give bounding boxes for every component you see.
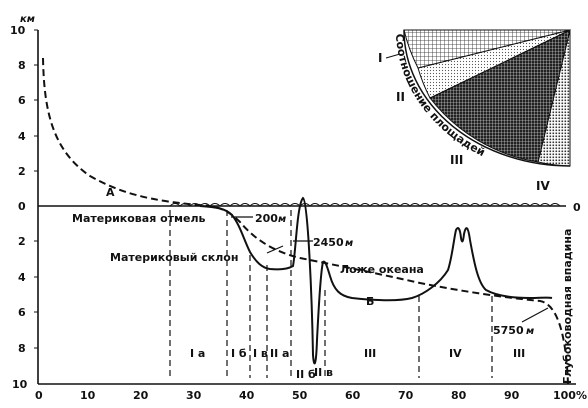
zone-label: I б [231,347,247,360]
zone-label: I в [253,347,268,360]
hypsographic-curve-a [42,57,569,385]
y-tick-label: 10 [12,378,28,391]
inset-outer-arc [403,29,571,167]
y-tick-label: 10 [10,24,26,37]
depth-200-label: 200 [255,212,278,225]
depth-2450-unit: м [345,238,353,249]
x-tick-label: 50 [292,389,308,402]
curve-a-label: А [106,186,115,199]
right-zero-label: 0 [573,201,581,214]
shelf-label: Материковая отмель [72,212,206,225]
x-ticks: 0 10 20 30 40 50 60 70 80 90 100 % [35,389,587,402]
x-tick-label: 60 [345,389,361,402]
trench-label: Глубоководная впадина [561,229,574,384]
zone-label: I а [190,347,205,360]
depth-2450-label: 2450 [313,236,344,249]
depth-200-unit: м [278,214,286,225]
inset-sector-label: IV [536,179,550,193]
y-unit-label: км [20,14,35,25]
actual-relief-curve-b [199,196,553,365]
x-tick-label: 80 [451,389,467,402]
depth-5750-label: 5750 [493,324,524,337]
y-ticks-below: 2 4 6 8 10 [12,235,38,391]
zone-labels: I а I б I в II а II б II в III IV III [190,347,525,381]
sea-surface-waves [169,203,561,207]
y-tick-label: 2 [18,235,26,248]
x-tick-label: 100 [553,389,576,402]
zone-label: II а [270,347,289,360]
x-tick-label: 0 [35,389,43,402]
depth-5750-leader [521,307,549,323]
zone-label: II б [296,368,316,381]
inset-sector-iii [429,29,571,163]
y-tick-label: 2 [18,165,26,178]
y-tick-label: 6 [18,94,26,107]
zone-label: III [364,347,376,360]
slope-label: Материковый склон [110,251,238,264]
x-unit-label: % [576,389,587,402]
x-tick-label: 20 [133,389,149,402]
inset-sector-label: III [450,153,463,167]
inset-sector-label: II [396,90,405,104]
axes-frame [37,30,576,385]
y-tick-label: 4 [18,271,26,284]
x-tick-label: 70 [398,389,414,402]
curve-b-label: Б [366,295,374,308]
y-tick-label: 4 [18,130,26,143]
zone-label: IV [449,347,462,360]
y-tick-label: 6 [18,306,26,319]
x-tick-label: 10 [80,389,96,402]
y-tick-label: 8 [18,342,26,355]
ocean-floor-label: Ложе океана [340,263,424,276]
inset-sector-leader [385,53,401,59]
y-tick-label: 0 [18,200,26,213]
zone-label: II в [314,366,333,379]
y-ticks-above: 10 8 6 4 2 0 [10,24,38,213]
x-tick-label: 90 [504,389,520,402]
x-tick-label: 40 [239,389,255,402]
zone-label: III [513,347,525,360]
depth-5750-unit: м [526,326,534,337]
inset-sector-label: I [378,51,382,65]
x-tick-label: 30 [186,389,202,402]
y-tick-label: 8 [18,59,26,72]
zone-dividers [169,210,493,378]
area-ratio-inset [403,29,571,167]
slope-leader [266,245,284,254]
